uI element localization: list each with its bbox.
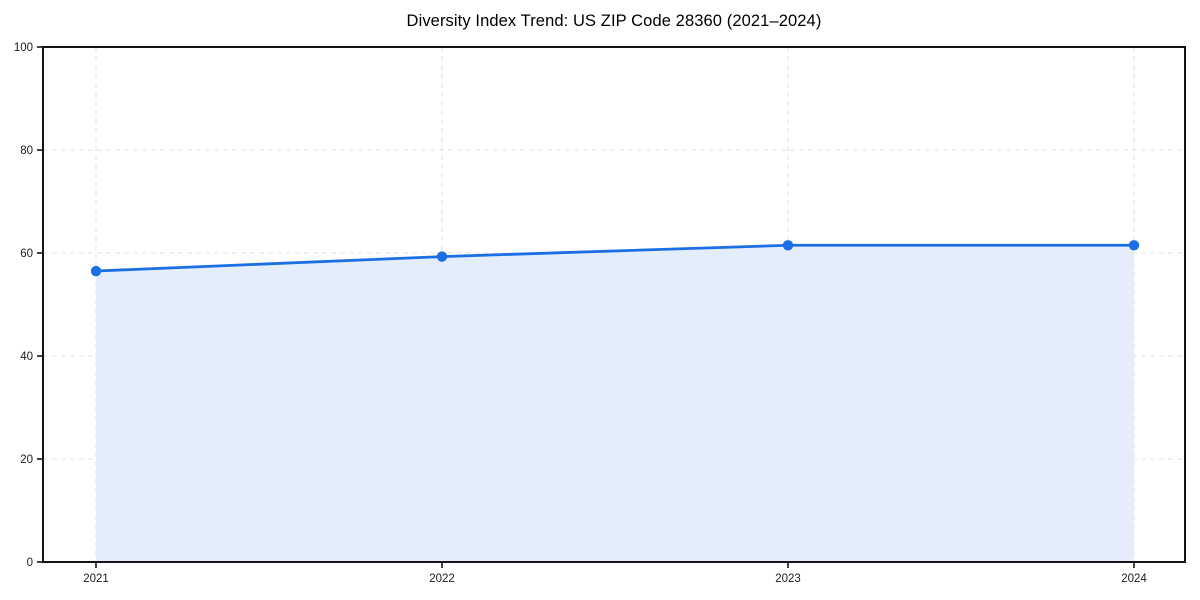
y-tick-label: 40 xyxy=(20,351,33,363)
x-tick-label: 2023 xyxy=(775,573,801,585)
plot-spines xyxy=(42,46,1186,563)
chart-title: Diversity Index Trend: US ZIP Code 28360… xyxy=(406,12,822,30)
data-point-2021 xyxy=(90,265,102,277)
trend-line xyxy=(94,243,1136,273)
x-tick-label: 2024 xyxy=(1121,573,1147,585)
data-point-2023 xyxy=(782,240,794,251)
data-point-2022 xyxy=(436,251,448,262)
y-tick-label: 20 xyxy=(20,454,33,466)
y-tick-label: 80 xyxy=(20,145,33,157)
x-tick-label: 2021 xyxy=(83,573,109,585)
y-tick-label: 0 xyxy=(27,557,33,569)
data-point-2024 xyxy=(1128,240,1140,251)
x-tick-label: 2022 xyxy=(429,573,455,585)
y-tick-label: 100 xyxy=(14,42,33,54)
y-tick-label: 60 xyxy=(20,248,33,260)
area-fill xyxy=(96,245,1134,562)
